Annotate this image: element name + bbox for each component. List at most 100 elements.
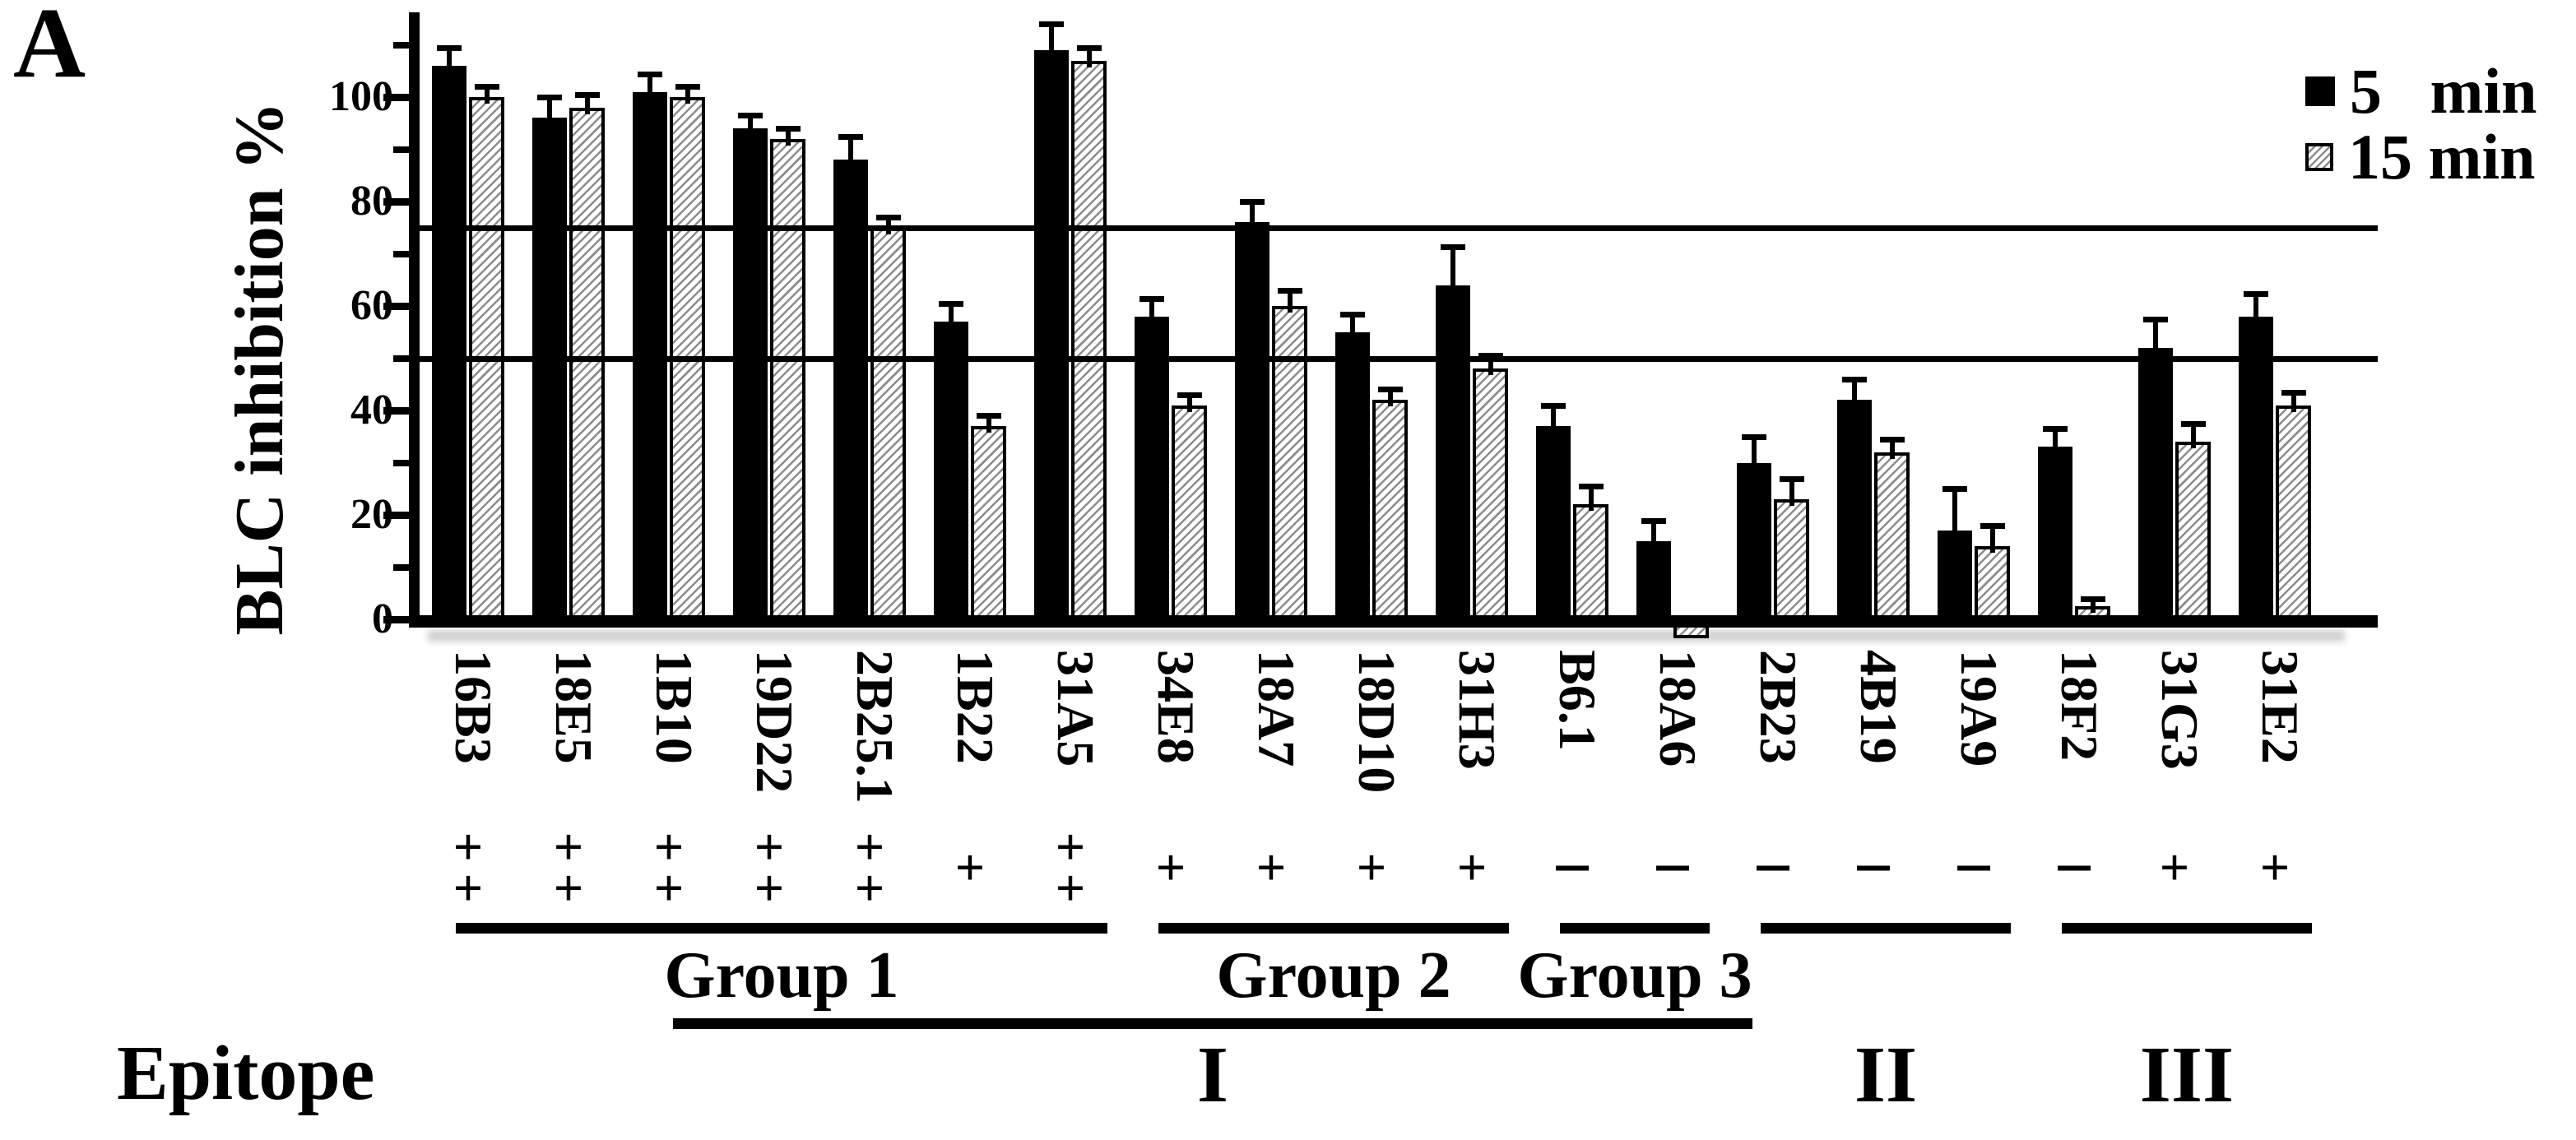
error-bar-cap <box>1240 199 1265 205</box>
error-bar-stem <box>2190 426 2196 448</box>
group-bracket-Group 2 <box>1158 923 1509 934</box>
y-tick-label-20: 20 <box>350 491 393 538</box>
error-bar-cap <box>638 72 662 77</box>
y-tick-label-0: 0 <box>372 595 393 642</box>
bar-15min-18E5 <box>569 108 605 619</box>
bar-15min-19A9 <box>1975 546 2010 619</box>
epitope-label-III: III <box>2139 1031 2235 1119</box>
y-tick-label-40: 40 <box>350 387 393 433</box>
error-bar-cap <box>2080 596 2105 602</box>
sign-19D22: + + <box>754 818 785 917</box>
bar-5min-2B25.1 <box>833 160 868 619</box>
x-tick-label-19D22: 19D22 <box>745 650 804 794</box>
error-bar-cap <box>574 92 600 98</box>
bar-5min-B6.1 <box>1536 426 1571 619</box>
bar-5min-31A5 <box>1034 50 1069 619</box>
error-bar-stem <box>647 76 652 99</box>
y-tick-40 <box>383 407 415 415</box>
error-bar-stem <box>1149 301 1154 323</box>
legend-label-2: 15 min <box>2348 121 2536 192</box>
error-bar-cap <box>1942 486 1967 492</box>
x-tick-label-2B25.1: 2B25.1 <box>846 650 904 804</box>
error-bar-cap <box>2143 317 2168 322</box>
error-bar-stem <box>1086 50 1092 67</box>
bar-5min-18E5 <box>532 118 567 619</box>
x-tick-label-34E8: 34E8 <box>1147 650 1205 764</box>
error-bar-stem <box>1952 491 1957 537</box>
x-tick-label-31A5: 31A5 <box>1047 650 1105 767</box>
y-minor-tick-10 <box>393 564 415 571</box>
epitope-label-II: II <box>1854 1031 1918 1119</box>
x-tick-label-18E5: 18E5 <box>545 650 603 764</box>
x-tick-label-4B19: 4B19 <box>1850 650 1908 764</box>
error-bar-cap <box>437 45 462 51</box>
y-tick-0 <box>383 616 415 623</box>
error-bar-stem <box>1287 293 1293 313</box>
panel-letter: A <box>13 0 86 99</box>
legend-label-1: 5 min <box>2350 55 2537 127</box>
bar-5min-18D10 <box>1335 332 1370 619</box>
error-bar-cap <box>875 215 901 220</box>
error-bar-stem <box>748 118 753 135</box>
bar-5min-19A9 <box>1938 531 1972 619</box>
sign-B6.1: − <box>1552 827 1593 907</box>
error-bar-cap <box>838 134 863 140</box>
error-bar-cap <box>474 84 499 90</box>
x-tick-label-18A6: 18A6 <box>1649 650 1707 767</box>
reference-line-50 <box>420 356 2378 362</box>
legend-row-1: 5 min <box>2305 59 2537 123</box>
bar-5min-1B22 <box>934 322 968 619</box>
error-bar-cap <box>1277 288 1302 294</box>
bar-15min-2B23 <box>1774 499 1809 619</box>
epitope-row-label: Epitope <box>117 1031 375 1116</box>
error-bar-cap <box>1177 392 1202 398</box>
group-label-Group-2: Group 2 <box>1216 939 1451 1012</box>
x-tick-label-31E2: 31E2 <box>2251 650 2309 764</box>
bar-5min-31E2 <box>2239 317 2273 619</box>
error-bar-cap <box>1879 437 1905 443</box>
y-tick-80 <box>383 198 415 206</box>
sign-4B19: − <box>1853 827 1894 907</box>
x-tick-label-1B10: 1B10 <box>645 650 703 764</box>
bar-15min-31E2 <box>2276 405 2311 619</box>
x-tick-label-31H3: 31H3 <box>1448 650 1506 770</box>
legend-marker-solid-square <box>2305 76 2335 106</box>
x-tick-label-19A9: 19A9 <box>1950 650 2008 767</box>
error-bar-cap <box>1541 403 1566 409</box>
bar-15min-19D22 <box>770 139 805 619</box>
error-bar-stem <box>685 89 690 104</box>
y-minor-tick-90 <box>393 146 415 153</box>
bar-15min-B6.1 <box>1573 504 1608 619</box>
sign-2B25.1: + + <box>854 818 885 917</box>
error-bar-stem <box>2053 431 2058 453</box>
sign-18D10: + <box>1356 838 1387 897</box>
error-bar-stem <box>1752 439 1757 470</box>
error-bar-cap <box>1842 377 1867 382</box>
group-bracket-epitope-4 <box>2062 923 2312 934</box>
bar-5min-1B10 <box>633 92 667 619</box>
error-bar-stem <box>1049 26 1054 57</box>
sign-34E8: + <box>1155 838 1186 897</box>
sign-18F2: − <box>2054 827 2095 907</box>
error-bar-cap <box>2244 291 2268 297</box>
error-bar-cap <box>1478 353 1503 359</box>
error-bar-stem <box>1889 442 1895 459</box>
legend-row-2: 15 min <box>2305 125 2536 189</box>
error-bar-stem <box>584 97 590 114</box>
error-bar-stem <box>1250 204 1255 229</box>
bar-15min-34E8 <box>1172 405 1207 619</box>
error-bar-stem <box>1789 481 1794 506</box>
x-tick-label-31G3: 31G3 <box>2151 650 2209 770</box>
y-minor-tick-50 <box>393 355 415 362</box>
bar-5min-34E8 <box>1135 317 1169 619</box>
sign-19A9: − <box>1953 827 1994 907</box>
y-tick-60 <box>383 303 415 310</box>
error-bar-cap <box>537 95 562 100</box>
sign-18A7: + <box>1256 838 1287 897</box>
epitope-label-I: I <box>1196 1031 1229 1119</box>
x-tick-label-18A7: 18A7 <box>1247 650 1306 767</box>
error-bar-cap <box>2281 390 2306 396</box>
error-bar-cap <box>1779 476 1804 482</box>
x-axis-line <box>409 615 2378 628</box>
bar-15min-2B25.1 <box>870 228 906 619</box>
